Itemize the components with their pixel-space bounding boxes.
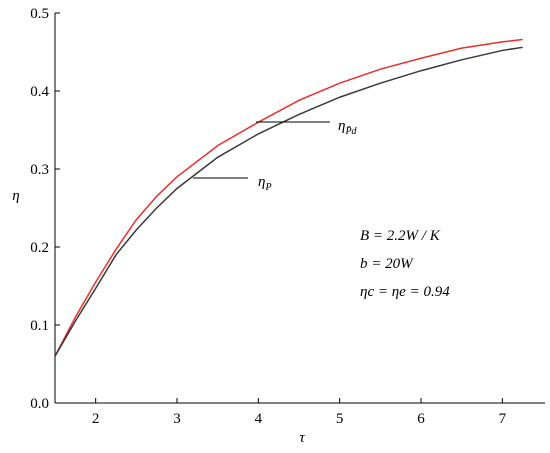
series-label: ηP — [258, 174, 272, 193]
x-tick-label: 6 — [417, 411, 425, 427]
series-label-main: η — [338, 118, 345, 134]
y-tick-label: 0.3 — [30, 162, 49, 178]
series-label: ηP̄d — [338, 118, 358, 137]
annotation: B = 2.2W / K — [360, 228, 441, 244]
y-tick-label: 0.5 — [30, 6, 49, 22]
series-line — [54, 38, 523, 357]
x-tick-label: 5 — [336, 411, 344, 427]
y-tick-label: 0.0 — [30, 396, 49, 412]
series-label-sub: P̄d — [344, 125, 357, 137]
y-axis-label: η — [12, 188, 19, 204]
y-tick-label: 0.1 — [30, 318, 49, 334]
series-line — [54, 46, 523, 357]
x-tick-label: 7 — [499, 411, 507, 427]
x-tick-label: 2 — [92, 411, 100, 427]
x-axis-label: τ — [299, 430, 305, 446]
series-label-main: η — [258, 174, 265, 190]
annotation: b = 20W — [360, 256, 414, 272]
y-tick-label: 0.2 — [30, 240, 49, 256]
x-tick-label: 3 — [173, 411, 181, 427]
annotation: ηc = ηe = 0.94 — [360, 284, 450, 300]
x-tick-label: 4 — [255, 411, 263, 427]
y-tick-label: 0.4 — [30, 84, 49, 100]
series-label-sub: P — [264, 182, 271, 193]
